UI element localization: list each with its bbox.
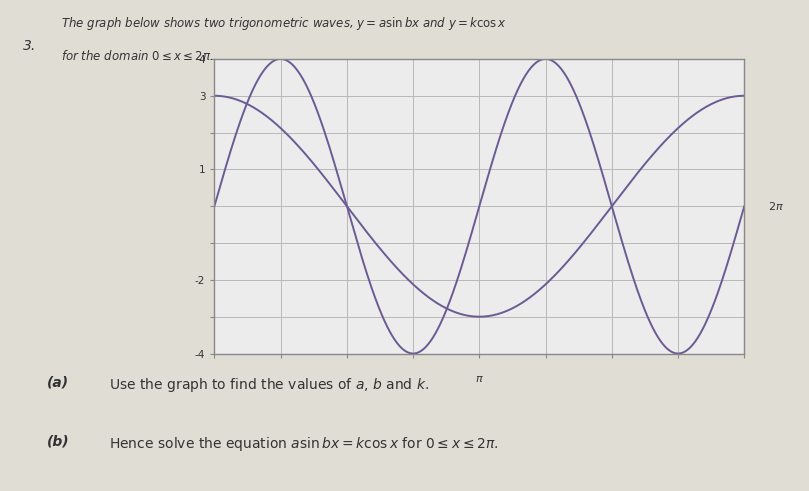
Text: (a): (a) <box>47 376 69 390</box>
Text: for the domain $0 \leq x \leq 2\pi$.: for the domain $0 \leq x \leq 2\pi$. <box>61 49 214 63</box>
Text: Hence solve the equation $a\sin bx = k\cos x$ for $0 \leq x \leq 2\pi$.: Hence solve the equation $a\sin bx = k\c… <box>109 435 498 453</box>
Text: $2\pi$: $2\pi$ <box>768 200 784 212</box>
Text: Use the graph to find the values of $a$, $b$ and $k$.: Use the graph to find the values of $a$,… <box>109 376 430 394</box>
Text: (b): (b) <box>47 435 70 449</box>
Text: $\pi$: $\pi$ <box>475 374 484 384</box>
Text: 3.: 3. <box>23 39 36 54</box>
Text: The graph below shows two trigonometric waves, $y = a\sin bx$ and $y = k\cos x$: The graph below shows two trigonometric … <box>61 15 506 32</box>
